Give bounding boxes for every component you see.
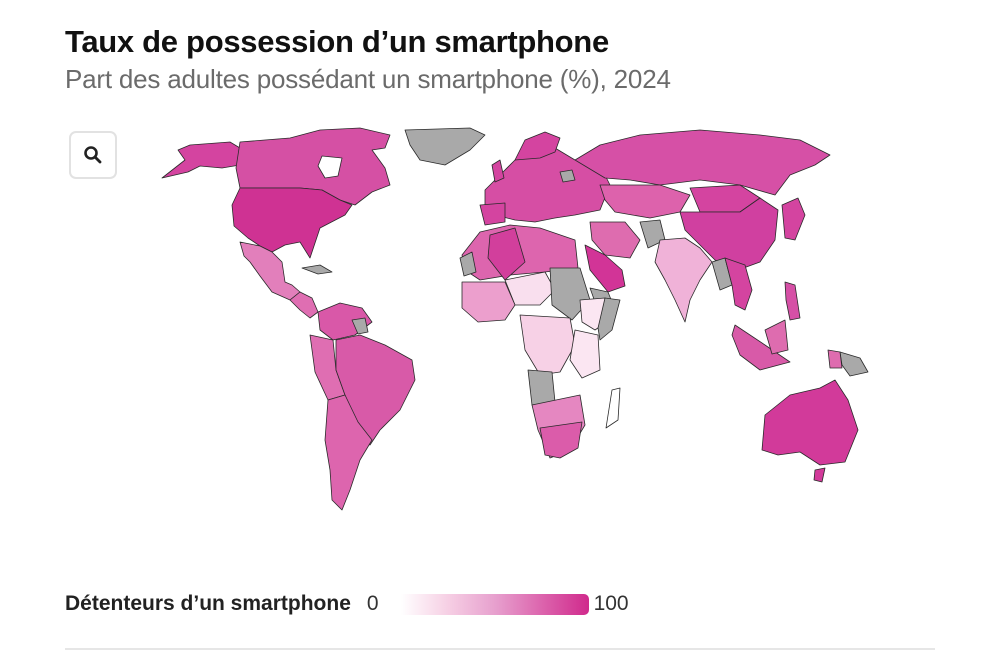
world-choropleth-map[interactable] [120, 120, 940, 520]
legend-max-value: 100 [593, 592, 629, 615]
color-legend: Détenteurs d’un smartphone 0 100 [65, 590, 629, 618]
region-west-africa[interactable] [461, 281, 516, 323]
region-usa[interactable] [231, 187, 353, 259]
region-southeast-asia[interactable] [724, 257, 753, 311]
region-tasmania[interactable] [813, 467, 826, 483]
page-subtitle: Part des adultes possédant un smartphone… [65, 64, 671, 94]
region-angola[interactable] [527, 369, 556, 406]
region-borneo[interactable] [764, 319, 789, 355]
region-china[interactable] [679, 197, 779, 271]
region-alaska[interactable] [161, 141, 241, 179]
region-cuba[interactable] [301, 264, 333, 275]
legend-min-value: 0 [366, 592, 379, 615]
legend-label: Détenteurs d’un smartphone [65, 592, 351, 615]
region-india[interactable] [654, 237, 713, 323]
region-australia[interactable] [761, 379, 859, 466]
page-title: Taux de possession d’un smartphone [65, 24, 609, 59]
region-belarus[interactable] [559, 169, 576, 183]
region-guianas[interactable] [351, 317, 369, 335]
region-korea-japan[interactable] [781, 197, 806, 241]
region-algeria[interactable] [487, 227, 526, 281]
search-icon [84, 146, 102, 164]
region-scandinavia[interactable] [514, 131, 561, 161]
region-canada-hudson [317, 155, 343, 179]
region-russia[interactable] [574, 129, 831, 196]
region-east-africa[interactable] [569, 329, 601, 379]
region-western-sahara[interactable] [459, 251, 477, 277]
region-uk[interactable] [491, 159, 505, 183]
region-philippines[interactable] [784, 281, 801, 321]
region-saudi-arabia[interactable] [584, 244, 626, 293]
region-iberia[interactable] [479, 202, 506, 226]
region-mexico[interactable] [239, 241, 301, 301]
region-indonesia[interactable] [731, 324, 791, 371]
region-greenland[interactable] [404, 127, 486, 166]
region-central-africa[interactable] [519, 314, 576, 376]
region-south-africa[interactable] [539, 421, 583, 459]
region-middle-east[interactable] [589, 221, 641, 259]
region-west-papua[interactable] [827, 349, 843, 369]
region-kazakhstan-central-asia[interactable] [599, 184, 691, 219]
map-zoom-button[interactable] [69, 131, 117, 179]
legend-gradient-bar [400, 593, 589, 615]
region-madagascar[interactable] [605, 387, 621, 429]
region-somalia[interactable] [597, 297, 621, 341]
region-argentina-chile[interactable] [324, 394, 373, 511]
region-png[interactable] [839, 351, 869, 377]
bottom-divider [65, 648, 935, 650]
